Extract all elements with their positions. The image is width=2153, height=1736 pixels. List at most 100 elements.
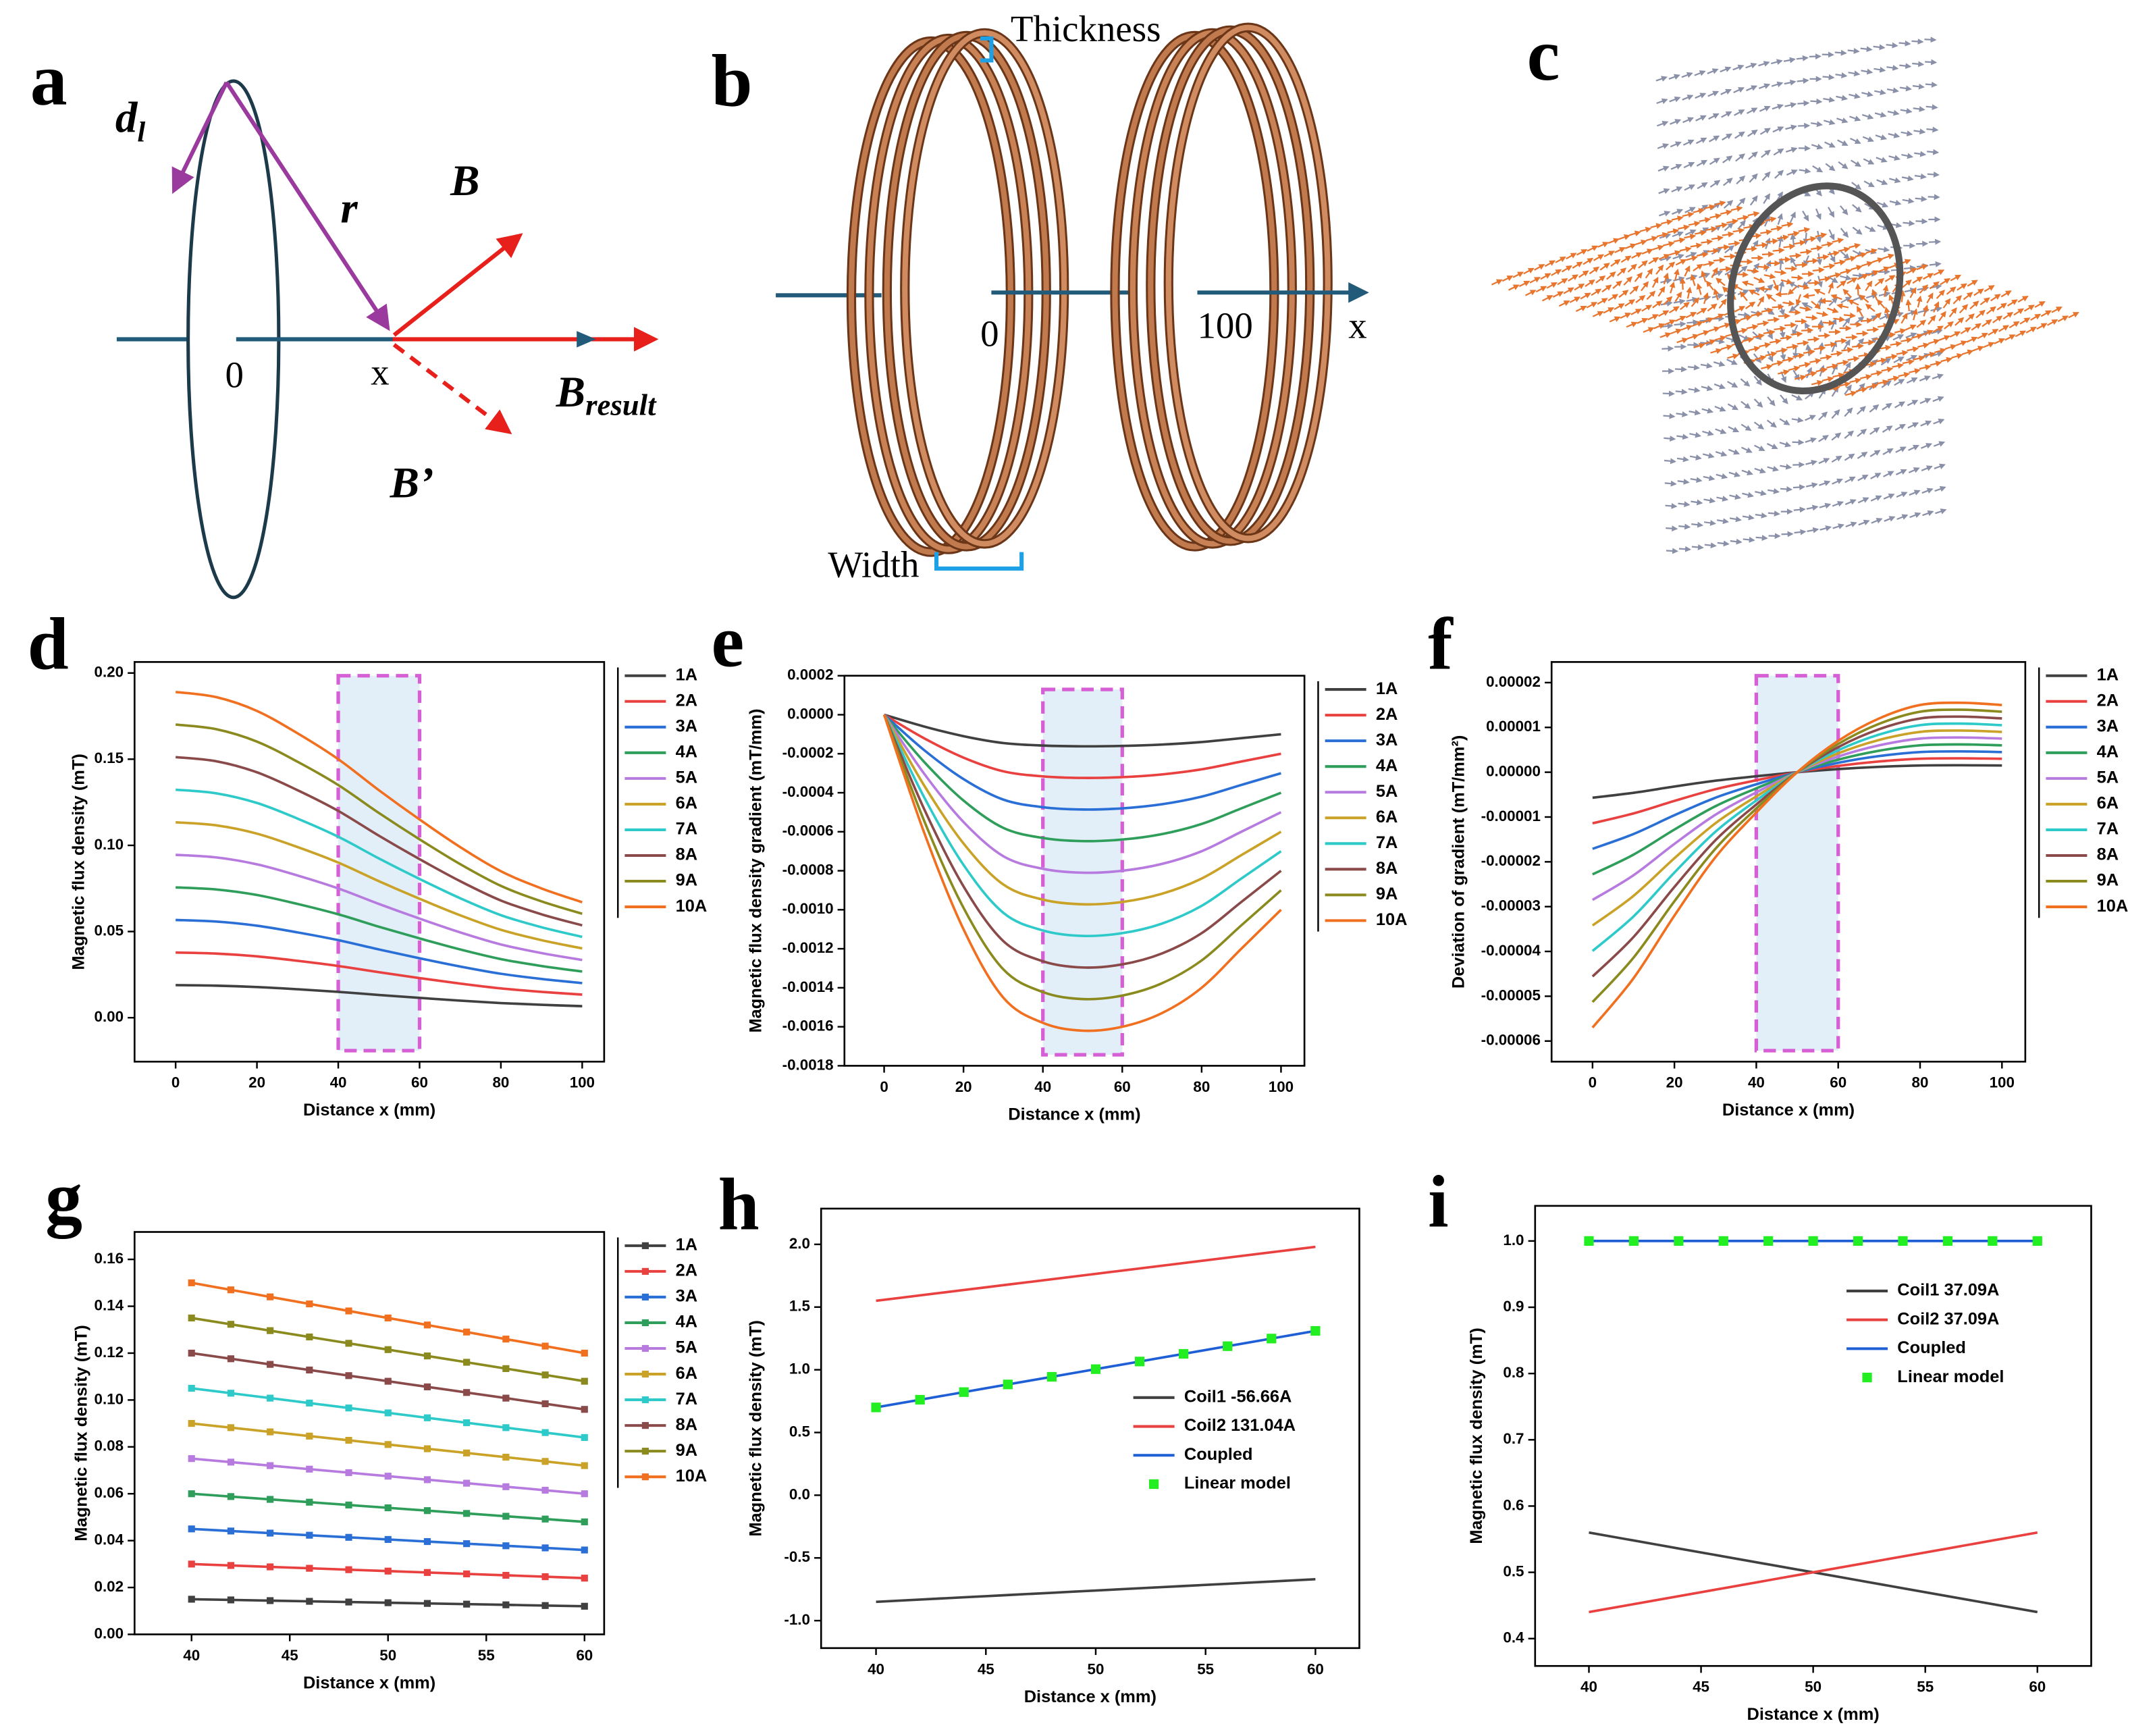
field-arrow	[1790, 233, 1797, 246]
field-arrow	[1768, 533, 1781, 540]
series-marker	[306, 1531, 313, 1539]
field-arrow	[1779, 418, 1790, 425]
legend-swatch-marker	[641, 1293, 649, 1301]
series-marker	[423, 1321, 431, 1329]
field-arrow	[1808, 280, 1821, 286]
series-marker	[502, 1542, 510, 1550]
field-arrow	[1709, 157, 1720, 165]
field-arrow	[1913, 355, 1925, 362]
field-arrow	[1816, 311, 1829, 317]
field-arrow	[1568, 274, 1579, 282]
field-arrow	[1669, 281, 1676, 294]
x-tick-label: 40	[1034, 1078, 1051, 1095]
axis-label: x	[1348, 305, 1366, 346]
field-arrow	[1720, 209, 1732, 216]
series-marker	[1942, 1236, 1953, 1246]
legend-text: 1A	[1376, 679, 1398, 698]
field-arrow	[1805, 371, 1817, 377]
field-arrow	[1881, 366, 1894, 373]
field-arrow	[1935, 508, 1947, 515]
field-arrow	[1813, 345, 1826, 352]
field-arrow	[1763, 329, 1776, 336]
field-arrow	[1921, 488, 1934, 494]
field-arrow	[1659, 332, 1672, 338]
field-arrow	[1643, 327, 1655, 333]
field-arrow	[1763, 273, 1776, 280]
field-arrow	[1896, 492, 1908, 498]
field-arrow	[1635, 239, 1647, 246]
field-arrow	[2019, 317, 2031, 325]
field-arrow	[1736, 197, 1746, 207]
field-arrow	[1748, 289, 1760, 296]
series-marker	[1310, 1325, 1321, 1336]
field-arrow	[1906, 377, 1918, 384]
field-arrow	[1569, 296, 1581, 303]
field-arrow	[1786, 344, 1799, 350]
field-arrow	[1940, 278, 1951, 286]
field-arrow	[1847, 299, 1859, 306]
legend-text: Coupled	[1184, 1445, 1253, 1464]
legend-text: 3A	[676, 1287, 697, 1306]
series-marker	[345, 1404, 352, 1412]
field-arrow	[1874, 89, 1886, 95]
field-arrow	[1793, 240, 1807, 246]
field-arrow	[1576, 248, 1588, 256]
field-arrow	[1824, 141, 1836, 148]
x-tick-label: 40	[183, 1647, 200, 1664]
field-arrow	[1812, 267, 1825, 273]
field-arrow	[1875, 134, 1888, 140]
field-arrow	[1912, 308, 1918, 321]
field-arrow	[1765, 351, 1778, 358]
thickness-bracket	[980, 36, 994, 63]
field-arrow	[1624, 299, 1636, 307]
series-marker	[2032, 1236, 2042, 1246]
field-arrow	[1716, 278, 1726, 286]
field-arrow	[1992, 315, 2003, 323]
field-arrow	[1770, 226, 1783, 232]
field-arrow	[1726, 359, 1738, 365]
field-arrow	[1663, 272, 1669, 285]
field-arrow	[1861, 261, 1873, 267]
field-arrow	[1834, 259, 1846, 266]
field-arrow	[1951, 353, 1963, 359]
field-arrow	[1715, 450, 1728, 457]
series-marker	[423, 1445, 431, 1452]
field-arrow	[1736, 215, 1749, 221]
field-arrow	[1865, 303, 1876, 312]
field-arrow	[1782, 357, 1795, 363]
field-arrow	[1767, 510, 1780, 517]
field-arrow	[1728, 471, 1741, 477]
field-arrow	[1785, 124, 1797, 131]
field-arrow	[1666, 548, 1679, 554]
x-tick-label: 55	[478, 1647, 495, 1664]
field-arrow	[1822, 74, 1835, 80]
legend-text: 7A	[676, 1390, 697, 1409]
field-arrow	[1865, 248, 1878, 255]
field-arrow	[1852, 204, 1862, 213]
field-arrow	[1673, 237, 1686, 244]
field-arrow	[1790, 257, 1797, 268]
field-arrow	[1716, 473, 1728, 479]
field-arrow	[1994, 338, 2005, 345]
field-arrow	[1971, 323, 1982, 331]
legend-text: 9A	[2097, 871, 2119, 890]
legend-swatch-marker	[641, 1370, 649, 1378]
field-arrow	[1614, 247, 1626, 253]
panel-letter: a	[30, 38, 68, 121]
field-arrow	[1916, 319, 1927, 328]
series-marker	[541, 1458, 549, 1465]
y-tick-label: -0.0014	[782, 978, 834, 995]
field-arrow	[1739, 291, 1748, 302]
field-arrow	[1738, 312, 1751, 318]
field-arrow	[1884, 516, 1896, 522]
series-marker	[502, 1601, 510, 1608]
field-arrow	[1672, 231, 1684, 238]
field-arrow	[1696, 283, 1703, 295]
series-line	[882, 714, 1282, 1032]
highlight-region	[336, 674, 422, 1053]
field-arrow	[1873, 66, 1886, 73]
field-arrow	[1767, 465, 1780, 472]
field-arrow	[1702, 317, 1714, 323]
field-arrow	[1778, 369, 1790, 375]
field-arrow	[2025, 326, 2037, 334]
